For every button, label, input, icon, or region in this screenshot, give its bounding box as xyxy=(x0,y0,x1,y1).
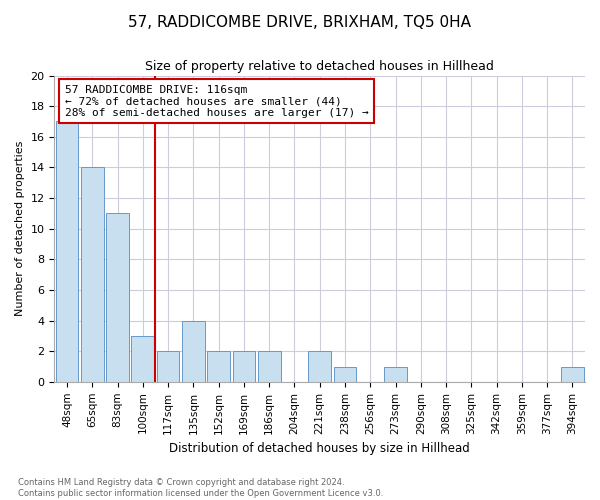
Bar xyxy=(308,351,331,382)
Y-axis label: Number of detached properties: Number of detached properties xyxy=(15,141,25,316)
Bar xyxy=(384,366,407,382)
Title: Size of property relative to detached houses in Hillhead: Size of property relative to detached ho… xyxy=(145,60,494,73)
Bar xyxy=(106,214,129,382)
Bar xyxy=(233,351,255,382)
Bar xyxy=(258,351,281,382)
Text: 57 RADDICOMBE DRIVE: 116sqm
← 72% of detached houses are smaller (44)
28% of sem: 57 RADDICOMBE DRIVE: 116sqm ← 72% of det… xyxy=(65,84,369,118)
Bar xyxy=(207,351,230,382)
Bar xyxy=(81,168,104,382)
Bar xyxy=(157,351,179,382)
Text: Contains HM Land Registry data © Crown copyright and database right 2024.
Contai: Contains HM Land Registry data © Crown c… xyxy=(18,478,383,498)
Bar xyxy=(131,336,154,382)
Bar xyxy=(56,122,79,382)
Bar xyxy=(334,366,356,382)
X-axis label: Distribution of detached houses by size in Hillhead: Distribution of detached houses by size … xyxy=(169,442,470,455)
Bar xyxy=(182,320,205,382)
Text: 57, RADDICOMBE DRIVE, BRIXHAM, TQ5 0HA: 57, RADDICOMBE DRIVE, BRIXHAM, TQ5 0HA xyxy=(128,15,472,30)
Bar xyxy=(561,366,584,382)
